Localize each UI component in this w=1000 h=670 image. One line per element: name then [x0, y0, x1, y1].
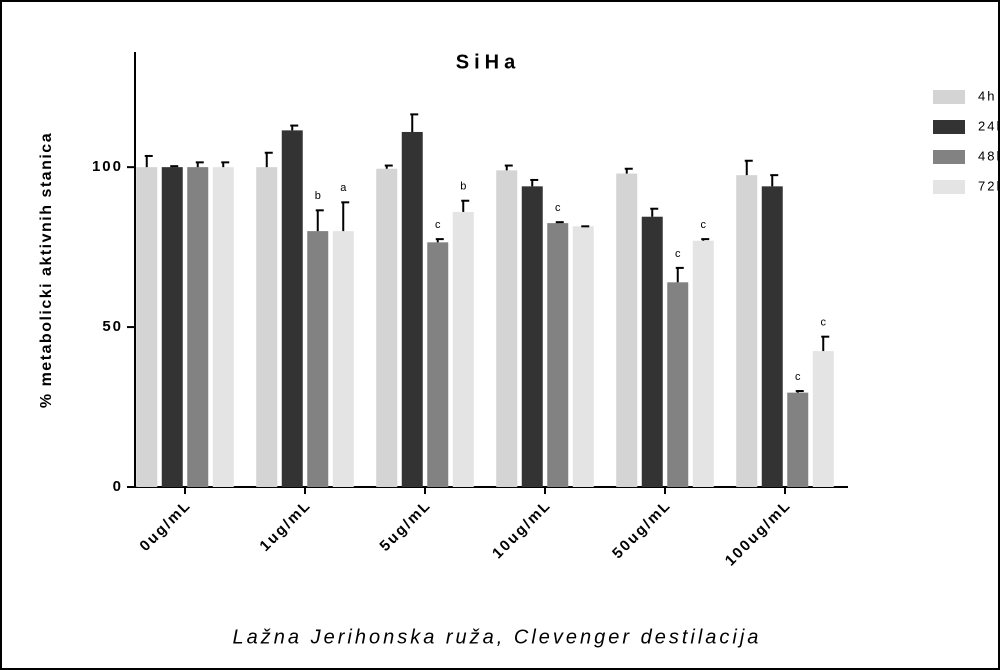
x-axis-label: Lažna Jerihonska ruža, Clevenger destila… — [233, 626, 762, 648]
bar — [521, 186, 543, 487]
bar — [547, 223, 569, 487]
bar — [667, 282, 689, 487]
bar — [281, 130, 303, 488]
bar — [692, 240, 714, 487]
legend-label: 48h — [978, 148, 1000, 163]
bar — [376, 168, 398, 487]
legend-label: 4h — [978, 88, 996, 103]
significance-label: c — [555, 202, 561, 214]
bar — [307, 231, 329, 487]
legend-swatch — [933, 90, 965, 104]
y-tick-label: 100 — [92, 158, 123, 175]
bar — [187, 167, 209, 487]
significance-label: c — [701, 219, 707, 231]
legend-label: 24h — [978, 118, 1000, 133]
significance-label: c — [435, 219, 441, 231]
y-tick-label: 0 — [113, 478, 123, 495]
bar — [812, 351, 834, 487]
significance-label: b — [460, 181, 466, 193]
bar — [401, 131, 423, 487]
y-tick-label: 50 — [102, 318, 123, 335]
bar — [761, 186, 783, 487]
bar — [572, 226, 594, 487]
significance-label: c — [795, 371, 801, 383]
legend-label: 72h — [978, 178, 1000, 193]
bar — [452, 211, 474, 488]
legend-swatch — [933, 120, 965, 134]
bar — [161, 167, 183, 487]
significance-label: c — [821, 317, 827, 329]
bar — [212, 167, 234, 487]
bar — [427, 242, 449, 487]
bar — [641, 216, 663, 488]
significance-label: a — [340, 182, 347, 194]
chart-title: SiHa — [456, 51, 520, 73]
bar — [136, 167, 158, 487]
y-axis-label: % metabolicki aktivnih stanica — [38, 132, 55, 408]
bar — [496, 170, 518, 487]
legend-swatch — [933, 180, 965, 194]
bar — [256, 167, 278, 487]
bar — [616, 173, 638, 487]
legend-swatch — [933, 150, 965, 164]
significance-label: b — [315, 190, 321, 202]
bar — [787, 392, 809, 487]
bar — [736, 175, 758, 488]
bar — [332, 231, 354, 487]
significance-label: c — [675, 248, 681, 260]
